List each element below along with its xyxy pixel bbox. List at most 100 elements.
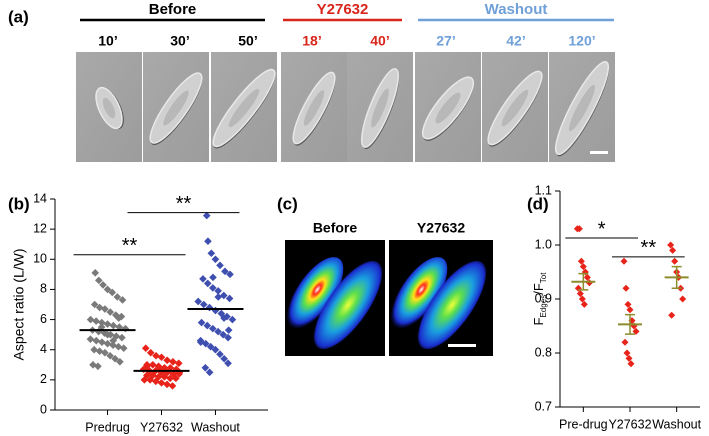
time-label: 10’ xyxy=(98,33,117,49)
data-point xyxy=(205,303,214,312)
data-point xyxy=(632,327,640,335)
y-axis-label: Aspect ratio (L/W) xyxy=(11,248,27,360)
data-point xyxy=(226,270,234,279)
data-point xyxy=(108,288,117,297)
data-point xyxy=(622,284,630,292)
data-point xyxy=(577,257,585,265)
data-point xyxy=(214,293,223,301)
data-point xyxy=(626,306,634,314)
data-point xyxy=(196,338,205,346)
data-point xyxy=(194,297,203,306)
data-point xyxy=(148,371,157,380)
data-point xyxy=(90,345,98,354)
x-tick-label: Washout xyxy=(652,417,701,431)
data-point xyxy=(575,225,583,233)
data-point xyxy=(111,311,120,319)
cell-core xyxy=(501,89,529,127)
time-label: 40’ xyxy=(370,33,389,49)
x-tick-label: Washout xyxy=(191,420,240,434)
time-label: 27’ xyxy=(436,33,455,49)
data-point xyxy=(91,269,100,277)
panel-label: (b) xyxy=(8,194,30,213)
data-point xyxy=(95,276,103,285)
data-point xyxy=(627,360,635,368)
y-tick-label: 12 xyxy=(33,221,47,235)
y-tick-label: 0.7 xyxy=(535,399,552,413)
data-point xyxy=(154,365,163,374)
y-tick-label: 0 xyxy=(40,402,47,416)
data-point xyxy=(625,354,633,362)
data-point xyxy=(211,255,220,264)
scale-bar xyxy=(590,151,608,154)
cell-core xyxy=(102,97,116,119)
data-point xyxy=(166,364,175,372)
data-point xyxy=(157,353,166,362)
data-point xyxy=(99,281,107,289)
cell-core xyxy=(163,90,189,126)
cell-glow xyxy=(390,257,448,329)
data-point xyxy=(223,312,231,321)
data-point xyxy=(160,364,169,372)
data-point xyxy=(197,318,206,327)
data-point xyxy=(209,273,217,282)
data-point xyxy=(671,257,679,265)
y-tick-label: 4 xyxy=(40,342,47,356)
time-label: 42’ xyxy=(506,33,525,49)
data-point xyxy=(169,357,177,366)
significance-label: ** xyxy=(122,235,138,257)
y-tick-label: 1.1 xyxy=(535,183,552,197)
data-point xyxy=(149,360,157,369)
data-point xyxy=(214,327,222,336)
data-point xyxy=(94,362,102,371)
significance-label: ** xyxy=(176,193,192,215)
data-point xyxy=(174,359,183,368)
data-point xyxy=(143,362,151,371)
data-point xyxy=(103,285,112,294)
y-tick-label: 0.9 xyxy=(535,291,552,305)
data-point xyxy=(90,300,99,309)
cell-core xyxy=(569,84,595,132)
y-axis-label-part: Edges xyxy=(539,295,548,318)
data-point xyxy=(220,314,228,322)
data-point xyxy=(95,303,104,312)
data-point xyxy=(219,291,228,300)
data-point xyxy=(163,380,171,389)
data-point xyxy=(154,373,163,381)
time-label: 30’ xyxy=(170,33,189,49)
significance-label: ** xyxy=(641,237,657,259)
data-point xyxy=(112,332,121,340)
data-point xyxy=(228,315,237,324)
data-point xyxy=(207,249,216,258)
data-point xyxy=(109,321,118,330)
data-point xyxy=(216,350,224,359)
data-point xyxy=(152,377,160,386)
data-point xyxy=(580,300,588,308)
y-tick-label: 8 xyxy=(40,282,47,296)
group-title: Washout xyxy=(485,1,548,18)
data-point xyxy=(103,320,112,328)
data-point xyxy=(97,323,106,331)
data-point xyxy=(202,211,211,220)
data-point xyxy=(163,368,172,377)
x-tick-label: Y27632 xyxy=(140,420,183,434)
x-tick-label: Y27632 xyxy=(608,417,651,431)
data-point xyxy=(101,348,109,357)
data-point xyxy=(116,357,124,366)
image-title: Before xyxy=(313,220,358,236)
data-point xyxy=(172,374,180,383)
data-point xyxy=(92,317,100,325)
data-point xyxy=(139,365,148,374)
data-point xyxy=(224,359,232,368)
data-point xyxy=(157,379,166,387)
data-point xyxy=(214,287,222,295)
cell-glow xyxy=(417,260,487,350)
data-point xyxy=(98,338,106,346)
data-point xyxy=(160,373,169,381)
data-point xyxy=(106,351,114,360)
data-point xyxy=(169,370,178,378)
group-title: Y27632 xyxy=(317,1,369,18)
time-label: 120’ xyxy=(568,33,595,49)
significance-label: * xyxy=(598,218,606,240)
data-point xyxy=(209,284,217,292)
data-point xyxy=(205,368,214,377)
